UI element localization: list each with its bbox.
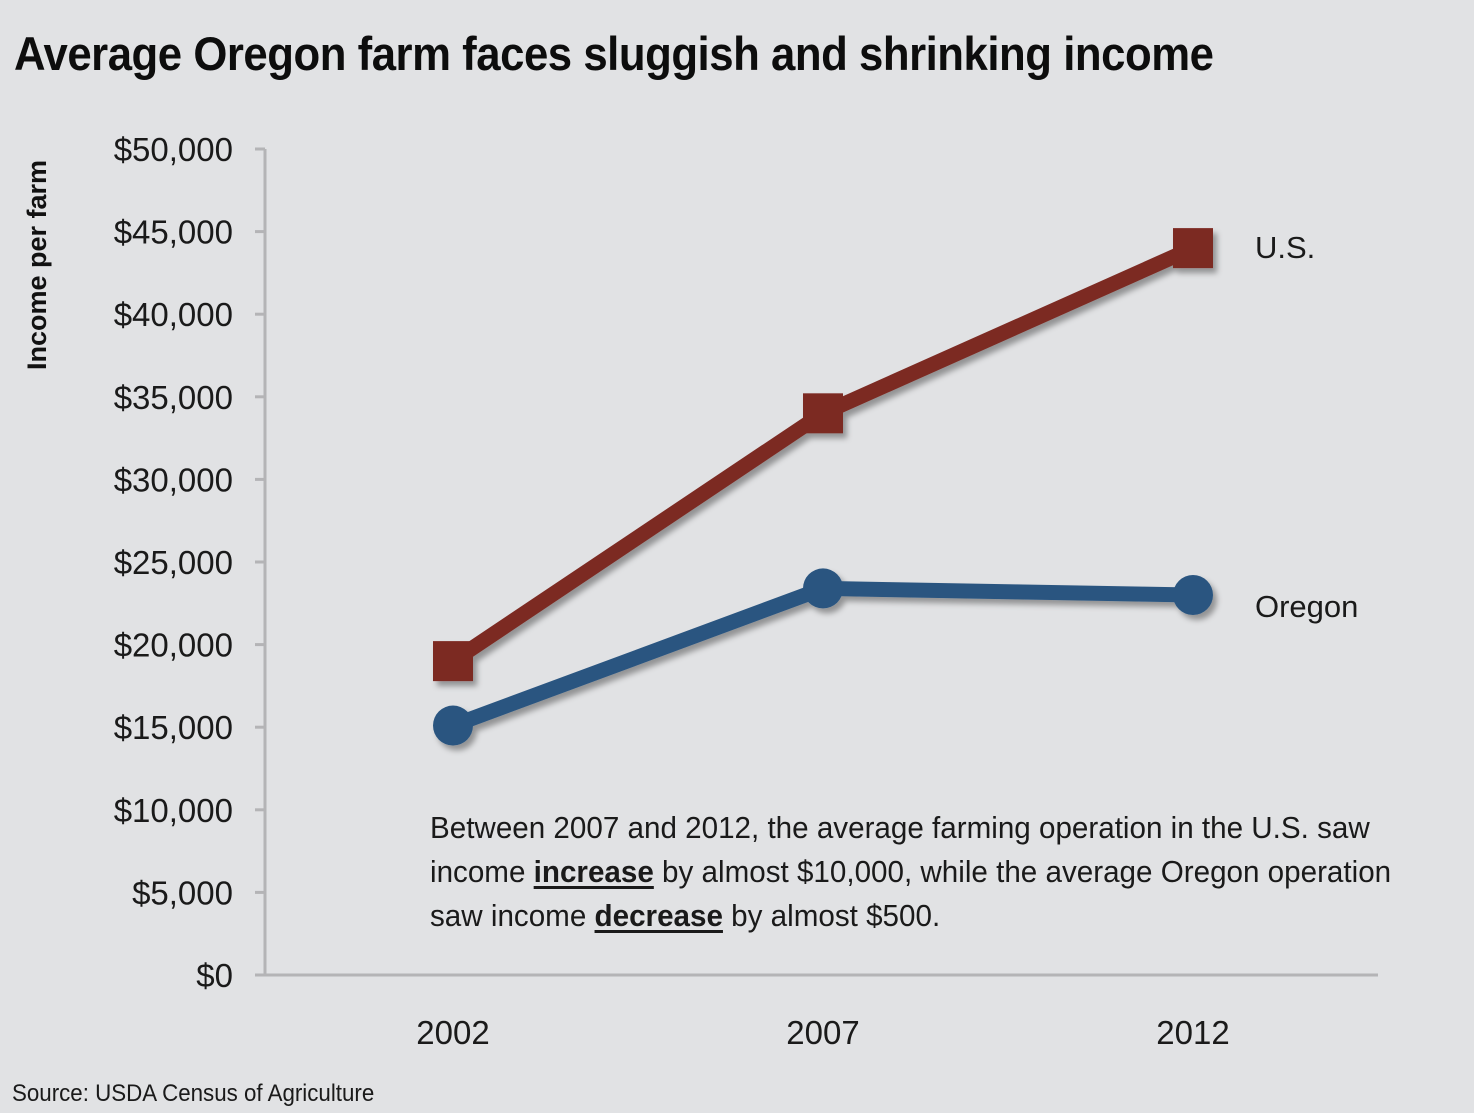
y-tick-label: $0 — [196, 957, 233, 994]
data-point-square — [803, 393, 843, 434]
y-tick-label: $15,000 — [114, 709, 233, 746]
chart-title: Average Oregon farm faces sluggish and s… — [14, 27, 1214, 80]
data-point-circle — [433, 705, 473, 746]
source-note: Source: USDA Census of Agriculture — [12, 1080, 375, 1107]
data-point-circle — [803, 568, 843, 609]
y-tick-label: $40,000 — [114, 296, 233, 333]
series-oregon — [433, 568, 1213, 746]
annotation-part-1: Between 2007 and 2012, the average farmi… — [430, 810, 1370, 889]
data-point-square — [1173, 228, 1213, 269]
series-label: Oregon — [1255, 589, 1358, 624]
y-tick-label: $5,000 — [132, 874, 233, 911]
x-tick-label: 2002 — [416, 1014, 489, 1051]
series-us — [433, 228, 1213, 682]
y-tick-label: $35,000 — [114, 379, 233, 416]
y-tick-label: $30,000 — [114, 461, 233, 498]
series-line — [450, 580, 1194, 733]
annotation-emphasis-increase: increase — [533, 854, 654, 889]
series-layer: U.S. Oregon — [433, 228, 1358, 746]
x-tick-label: 2012 — [1156, 1014, 1229, 1051]
y-tick-label: $10,000 — [114, 792, 233, 829]
data-point-circle — [1173, 575, 1213, 616]
data-point-square — [433, 641, 473, 682]
annotation-part-3: by almost $500. — [722, 898, 941, 933]
y-tick-label: $45,000 — [114, 214, 233, 251]
x-axis: 2002 2007 2012 — [255, 973, 1378, 1051]
y-tick-label: $50,000 — [114, 131, 233, 168]
series-label: U.S. — [1255, 230, 1315, 265]
y-tick-label: $20,000 — [114, 627, 233, 664]
x-tick-label: 2007 — [786, 1014, 859, 1051]
y-axis: $0 $5,000 $10,000 $15,000 $20,000 $25,000 $30,… — [114, 131, 267, 994]
annotation-text: Between 2007 and 2012, the average farmi… — [430, 806, 1404, 938]
annotation-emphasis-decrease: decrease — [594, 898, 723, 933]
y-axis-label: Income per farm — [22, 160, 52, 370]
y-tick-label: $25,000 — [114, 544, 233, 581]
annotation-part-2: by almost $10,000, while the average Ore… — [430, 854, 1392, 933]
